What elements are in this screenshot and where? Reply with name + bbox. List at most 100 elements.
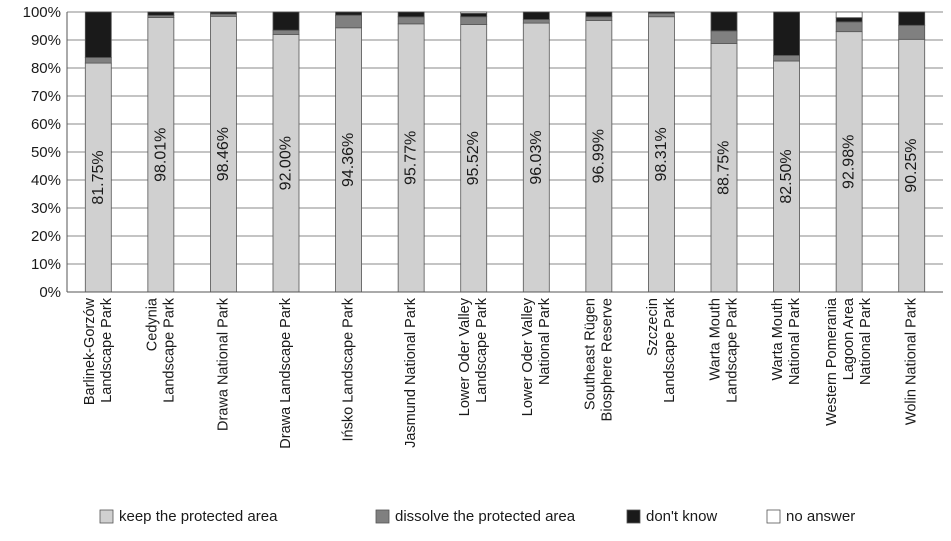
bar-segment-no-answer bbox=[835, 11, 863, 19]
y-tick-label: 100% bbox=[23, 4, 61, 21]
x-tick-label: Szczecin Landscape Park bbox=[645, 297, 678, 403]
bar-segment-dissolve-the-protected-area bbox=[397, 16, 425, 25]
legend-label: no answer bbox=[786, 508, 855, 525]
bar-segment-dissolve-the-protected-area bbox=[898, 24, 926, 40]
x-tick-label: Southeast Rügen Biosphere Reserve bbox=[582, 298, 615, 421]
bar-segment-don-t-know bbox=[210, 11, 237, 15]
bar-segment-dissolve-the-protected-area bbox=[585, 16, 613, 21]
x-tick-label: Ińsko Landscape Park bbox=[341, 297, 357, 441]
bar-segment-keep-the-protected-area bbox=[835, 31, 863, 293]
x-tick-label: Lower Oder Valley Landscape Park bbox=[457, 297, 490, 416]
y-tick-label: 10% bbox=[31, 256, 61, 273]
x-tick-label-line: Cedynia bbox=[144, 297, 160, 351]
y-tick-label: 20% bbox=[31, 228, 61, 245]
bar-segment-don-t-know bbox=[397, 11, 425, 18]
y-tick-label: 80% bbox=[31, 60, 61, 77]
data-label: 81.75% bbox=[90, 150, 107, 204]
bar-segment-keep-the-protected-area bbox=[84, 62, 112, 293]
x-tick-label-line: National Park bbox=[537, 297, 553, 385]
x-tick-label-line: Warta Mouth bbox=[708, 298, 724, 380]
bar-segment-keep-the-protected-area bbox=[460, 24, 488, 293]
data-label: 94.36% bbox=[340, 133, 357, 187]
data-label: 95.52% bbox=[465, 131, 482, 185]
x-tick-label: Drawa National Park bbox=[215, 297, 231, 431]
bar-segment-keep-the-protected-area bbox=[210, 15, 237, 293]
bar-segment-keep-the-protected-area bbox=[397, 23, 425, 293]
bar-segment-don-t-know bbox=[522, 11, 550, 20]
x-tick-label-line: Szczecin bbox=[645, 298, 661, 356]
data-label: 98.46% bbox=[215, 127, 232, 181]
data-label: 90.25% bbox=[903, 139, 920, 193]
data-label: 88.75% bbox=[716, 141, 733, 195]
data-label: 82.50% bbox=[778, 149, 795, 203]
x-tick-label: Western Pomerania Lagoon Area National Par… bbox=[824, 297, 874, 426]
x-axis: Barlinek-Gorzów Landscape Park Cedynia Land… bbox=[67, 291, 943, 449]
bar-segment-don-t-know bbox=[147, 11, 175, 16]
x-tick-label-line: Lagoon Area bbox=[841, 297, 857, 380]
y-tick-label: 0% bbox=[39, 284, 61, 301]
bar-segment-dissolve-the-protected-area bbox=[272, 29, 300, 35]
legend-label: don't know bbox=[646, 508, 717, 525]
x-tick-label-line: Wolin National Park bbox=[904, 297, 920, 425]
bar-segment-don-t-know bbox=[710, 11, 738, 32]
bar-segment-dissolve-the-protected-area bbox=[710, 30, 738, 44]
y-tick-label: 60% bbox=[31, 116, 61, 133]
y-tick-label: 90% bbox=[31, 32, 61, 49]
x-tick-label-line: Southeast Rügen bbox=[582, 298, 598, 410]
x-tick-label-line: National Park bbox=[858, 297, 874, 385]
bar-segment-keep-the-protected-area bbox=[773, 60, 800, 293]
legend-label: keep the protected area bbox=[119, 508, 278, 525]
bar-segment-don-t-know bbox=[585, 11, 613, 18]
bar-segment-don-t-know bbox=[773, 11, 800, 56]
bar-segment-don-t-know bbox=[835, 17, 863, 23]
x-tick-label-line: Ińsko Landscape Park bbox=[341, 297, 357, 441]
y-axis: 0% 10% 20% 30% 40% 50% 60% 70% 80% 90% 100% bbox=[23, 4, 68, 301]
bar-segment-don-t-know bbox=[648, 11, 675, 14]
y-tick-label: 50% bbox=[31, 144, 61, 161]
bar-segment-don-t-know bbox=[272, 11, 300, 31]
bar-segment-dissolve-the-protected-area bbox=[522, 19, 550, 24]
x-tick-label: Jasmund National Park bbox=[403, 297, 419, 448]
data-label: 98.31% bbox=[653, 127, 670, 181]
x-tick-label-line: National Park bbox=[787, 297, 803, 385]
x-tick-label-line: Jasmund National Park bbox=[403, 297, 419, 448]
bar-segment-dissolve-the-protected-area bbox=[460, 16, 488, 25]
bars bbox=[84, 11, 926, 293]
bar-segment-don-t-know bbox=[898, 11, 926, 26]
legend-swatch bbox=[375, 509, 390, 524]
x-tick-label-line: Drawa Landscape Park bbox=[278, 297, 294, 448]
x-tick-label-line: Warta Mouth bbox=[770, 298, 786, 380]
bar-segment-don-t-know bbox=[460, 12, 488, 18]
bar-segment-dissolve-the-protected-area bbox=[835, 21, 863, 33]
legend-swatch bbox=[626, 509, 641, 524]
x-tick-label-line: Biosphere Reserve bbox=[599, 298, 615, 421]
bar-segment-keep-the-protected-area bbox=[898, 38, 926, 293]
legend-swatch bbox=[766, 509, 781, 524]
gridlines bbox=[67, 11, 943, 293]
bar-segment-dissolve-the-protected-area bbox=[648, 12, 675, 18]
data-label: 92.00% bbox=[278, 136, 295, 190]
x-tick-label-line: Lower Oder Valley bbox=[520, 297, 536, 416]
x-tick-label: Warta Mouth National Park bbox=[770, 297, 803, 385]
y-tick-label: 40% bbox=[31, 172, 61, 189]
data-label: 95.77% bbox=[403, 131, 420, 185]
x-tick-label-line: Drawa National Park bbox=[215, 297, 231, 431]
bar-segment-no-answer bbox=[460, 11, 488, 14]
x-tick-label-line: Landscape Park bbox=[725, 297, 741, 403]
legend: keep the protected area dissolve the prot… bbox=[99, 508, 855, 525]
x-tick-label-line: Lower Oder Valley bbox=[457, 297, 473, 416]
x-tick-label-line: Landscape Park bbox=[662, 297, 678, 403]
x-tick-label: Barlinek-Gorzów Landscape Park bbox=[82, 297, 115, 405]
legend-swatch bbox=[99, 509, 114, 524]
x-tick-label-line: Landscape Park bbox=[99, 297, 115, 403]
x-tick-label-line: Barlinek-Gorzów bbox=[82, 297, 98, 405]
data-label: 96.99% bbox=[590, 129, 607, 183]
x-tick-label: Cedynia Landscape Park bbox=[144, 297, 177, 403]
bar-segment-don-t-know bbox=[335, 11, 362, 16]
x-tick-label: Drawa Landscape Park bbox=[278, 297, 294, 448]
x-tick-label: Lower Oder Valley National Park bbox=[520, 297, 553, 416]
x-tick-label: Warta Mouth Landscape Park bbox=[708, 297, 741, 403]
data-label: 96.03% bbox=[528, 130, 545, 184]
bar-segment-keep-the-protected-area bbox=[272, 34, 300, 293]
